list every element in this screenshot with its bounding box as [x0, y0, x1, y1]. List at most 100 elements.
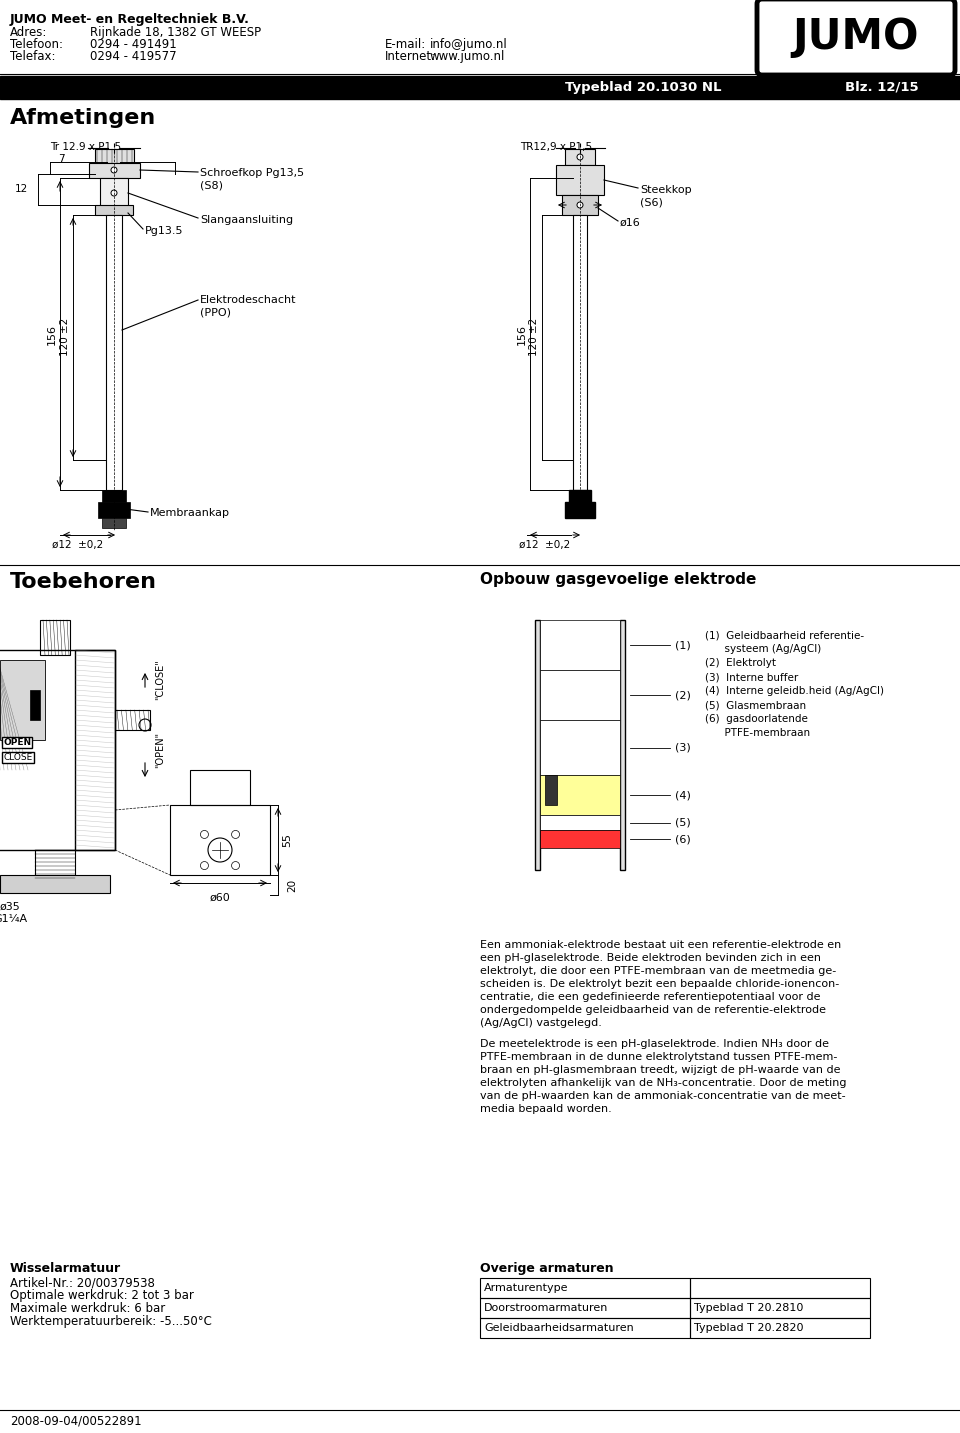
Bar [170, 805, 270, 876]
Bar [190, 770, 250, 805]
Polygon shape [98, 502, 130, 517]
Text: ø12  ±0,2: ø12 ±0,2 [519, 540, 570, 550]
Polygon shape [100, 178, 128, 211]
Text: (6)  gasdoorlatende: (6) gasdoorlatende [705, 714, 808, 724]
Bar [535, 620, 540, 870]
Bar [620, 620, 625, 870]
Polygon shape [106, 215, 122, 490]
Bar [480, 1298, 690, 1318]
Text: elektrolyten afhankelijk van de NH₃-concentratie. Door de meting: elektrolyten afhankelijk van de NH₃-conc… [480, 1078, 847, 1088]
Text: (2)  Elektrolyt: (2) Elektrolyt [705, 658, 776, 668]
Text: Afmetingen: Afmetingen [10, 107, 156, 128]
Bar [690, 1298, 870, 1318]
Text: OPEN: OPEN [3, 738, 31, 747]
Bar [0, 76, 960, 99]
Text: Overige armaturen: Overige armaturen [480, 1262, 613, 1275]
Bar [540, 719, 620, 775]
Text: E-mail:: E-mail: [385, 39, 426, 52]
Text: (1): (1) [675, 641, 691, 651]
Text: Blz. 12/15: Blz. 12/15 [845, 80, 919, 93]
Text: Tr 12.9 x P1.5: Tr 12.9 x P1.5 [50, 142, 121, 152]
Text: systeem (Ag/AgCl): systeem (Ag/AgCl) [705, 643, 821, 653]
Polygon shape [95, 149, 134, 163]
Bar [690, 1318, 870, 1338]
Text: CLOSE: CLOSE [3, 752, 33, 762]
Text: Adres:: Adres: [10, 26, 47, 39]
Text: PTFE-membraan: PTFE-membraan [705, 728, 810, 738]
Text: (4)  Interne geleidb.heid (Ag/AgCl): (4) Interne geleidb.heid (Ag/AgCl) [705, 686, 884, 696]
Text: 12: 12 [14, 183, 28, 193]
Bar [540, 815, 620, 830]
Text: Opbouw gasgevoelige elektrode: Opbouw gasgevoelige elektrode [480, 572, 756, 588]
Bar [30, 691, 40, 719]
Text: scheiden is. De elektrolyt bezit een bepaalde chloride-ionencon-: scheiden is. De elektrolyt bezit een bep… [480, 979, 839, 989]
Polygon shape [95, 205, 133, 215]
Text: 156: 156 [517, 324, 527, 344]
Bar [75, 651, 115, 850]
Text: Toebehoren: Toebehoren [10, 572, 157, 592]
Circle shape [577, 153, 583, 160]
Text: De meetelektrode is een pH-glaselektrode. Indien NH₃ door de: De meetelektrode is een pH-glaselektrode… [480, 1039, 829, 1049]
Text: (PPO): (PPO) [200, 307, 231, 317]
Text: "CLOSE": "CLOSE" [155, 659, 165, 701]
Bar [0, 651, 115, 850]
Text: www.jumo.nl: www.jumo.nl [430, 50, 505, 63]
Text: (Ag/AgCl) vastgelegd.: (Ag/AgCl) vastgelegd. [480, 1017, 602, 1027]
Bar [115, 709, 150, 729]
Bar [0, 876, 110, 893]
Text: Doorstroomarmaturen: Doorstroomarmaturen [484, 1303, 609, 1313]
Text: Steekkop: Steekkop [640, 185, 691, 195]
Text: ondergedompelde geleidbaarheid van de referentie-elektrode: ondergedompelde geleidbaarheid van de re… [480, 1005, 826, 1015]
Text: Werktemperatuurbereik: -5...50°C: Werktemperatuurbereik: -5...50°C [10, 1315, 212, 1328]
Text: (S6): (S6) [640, 196, 662, 206]
Text: (1)  Geleidbaarheid referentie-: (1) Geleidbaarheid referentie- [705, 631, 864, 641]
Text: 55: 55 [282, 833, 292, 847]
Polygon shape [565, 502, 595, 517]
Text: Optimale werkdruk: 2 tot 3 bar: Optimale werkdruk: 2 tot 3 bar [10, 1290, 194, 1303]
Text: ø12  ±0,2: ø12 ±0,2 [53, 540, 104, 550]
Circle shape [111, 168, 117, 173]
Text: 156: 156 [47, 324, 57, 344]
Polygon shape [565, 149, 595, 165]
Polygon shape [556, 165, 604, 195]
Circle shape [111, 191, 117, 196]
Polygon shape [573, 215, 587, 490]
Text: media bepaald worden.: media bepaald worden. [480, 1103, 612, 1113]
Bar [540, 775, 620, 815]
Text: elektrolyt, die door een PTFE-membraan van de meetmedia ge-: elektrolyt, die door een PTFE-membraan v… [480, 966, 836, 976]
Text: Pg13.5: Pg13.5 [145, 226, 183, 236]
Polygon shape [562, 195, 598, 215]
Text: Internet:: Internet: [385, 50, 436, 63]
Bar [540, 620, 620, 671]
Text: Typeblad T 20.2810: Typeblad T 20.2810 [694, 1303, 804, 1313]
Text: 0294 - 491491: 0294 - 491491 [90, 39, 177, 52]
Text: van de pH-waarden kan de ammoniak-concentratie van de meet-: van de pH-waarden kan de ammoniak-concen… [480, 1091, 846, 1101]
Text: ø16: ø16 [620, 218, 640, 228]
FancyBboxPatch shape [757, 0, 955, 75]
Text: Typeblad T 20.2820: Typeblad T 20.2820 [694, 1323, 804, 1333]
Text: (5)  Glasmembraan: (5) Glasmembraan [705, 699, 806, 709]
Bar [545, 775, 557, 805]
Text: (6): (6) [675, 834, 691, 844]
Bar [0, 661, 45, 739]
Text: Armaturentype: Armaturentype [484, 1283, 568, 1293]
Text: Typeblad 20.1030 NL: Typeblad 20.1030 NL [565, 80, 722, 93]
Text: G1¹⁄₄A: G1¹⁄₄A [0, 914, 27, 924]
Text: TR12,9 x P1,5: TR12,9 x P1,5 [520, 142, 592, 152]
Bar [690, 1278, 870, 1298]
Text: ø35: ø35 [0, 901, 20, 911]
Polygon shape [102, 517, 126, 527]
Bar [35, 850, 75, 880]
Text: ø60: ø60 [209, 893, 230, 903]
Text: (2): (2) [675, 691, 691, 699]
Bar [540, 830, 620, 848]
Text: 7: 7 [58, 153, 64, 163]
Text: info@jumo.nl: info@jumo.nl [430, 39, 508, 52]
Bar [540, 671, 620, 719]
Polygon shape [102, 490, 126, 502]
Text: 0294 - 419577: 0294 - 419577 [90, 50, 177, 63]
Text: 120 ±2: 120 ±2 [529, 318, 539, 357]
Text: Telefax:: Telefax: [10, 50, 56, 63]
Text: Slangaansluiting: Slangaansluiting [200, 215, 293, 225]
Text: Telefoon:: Telefoon: [10, 39, 63, 52]
